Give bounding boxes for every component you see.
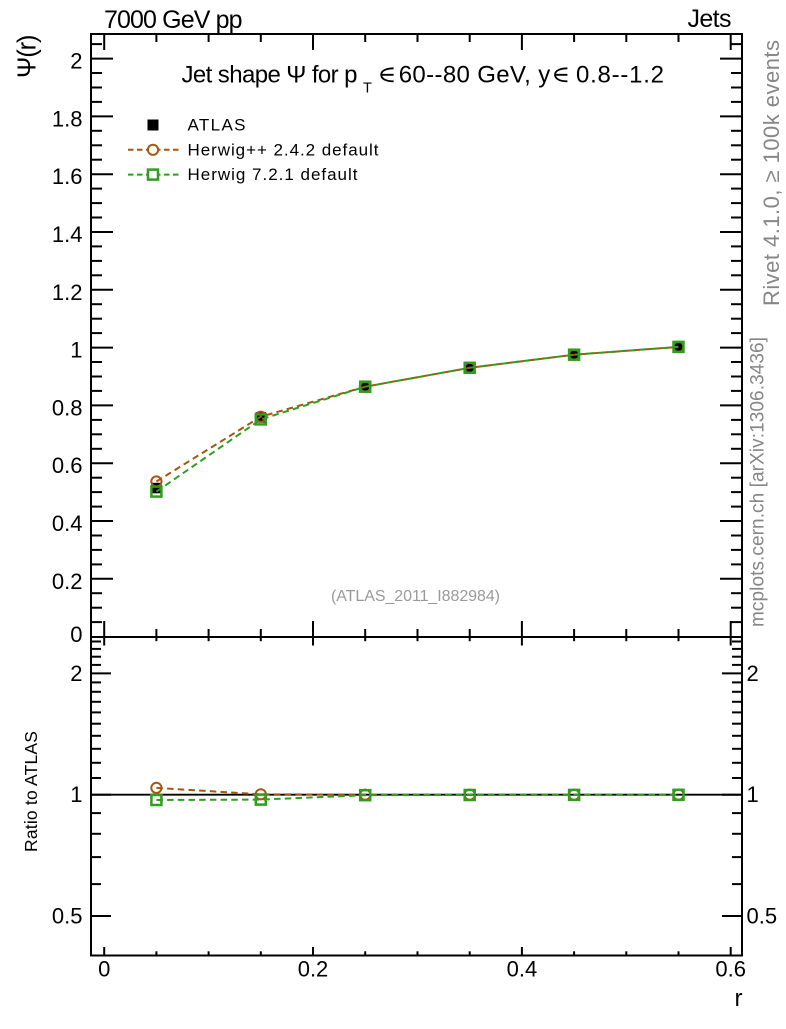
svg-text:0.4: 0.4 [52,511,83,536]
svg-text:2: 2 [70,661,82,686]
svg-text:1.4: 1.4 [52,222,83,247]
svg-text:0.6: 0.6 [52,453,83,478]
svg-text:Ψ(r): Ψ(r) [14,35,42,79]
svg-text:ATLAS: ATLAS [188,116,246,135]
svg-text:Rivet 4.1.0, ≥ 100k events: Rivet 4.1.0, ≥ 100k events [759,40,784,306]
svg-text:1.2: 1.2 [52,280,83,305]
svg-text:0.2: 0.2 [52,569,83,594]
svg-text:Herwig 7.2.1 default: Herwig 7.2.1 default [188,165,358,184]
svg-text:2: 2 [70,49,82,74]
svg-text:0.2: 0.2 [298,957,329,982]
svg-text:7000 GeV pp: 7000 GeV pp [104,6,243,34]
svg-text:0.5: 0.5 [747,904,778,929]
svg-text:0.8--1.2: 0.8--1.2 [576,62,664,89]
svg-text:mcplots.cern.ch [arXiv:1306.34: mcplots.cern.ch [arXiv:1306.3436] [748,337,769,627]
svg-text:Jets: Jets [688,5,732,33]
svg-text:0.6: 0.6 [715,957,746,982]
svg-text:0.4: 0.4 [507,957,538,982]
svg-text:0: 0 [98,957,110,982]
svg-text:60--80 GeV, y: 60--80 GeV, y [399,62,551,89]
svg-text:T: T [363,81,372,97]
svg-text:r: r [735,985,743,1012]
svg-text:0: 0 [70,622,82,647]
svg-text:1: 1 [70,782,82,807]
svg-text:1.6: 1.6 [52,164,83,189]
svg-text:0.8: 0.8 [52,395,83,420]
svg-text:(ATLAS_2011_I882984): (ATLAS_2011_I882984) [331,588,500,605]
svg-text:2: 2 [747,661,759,686]
svg-text:Jet shape Ψ for p: Jet shape Ψ for p [182,62,358,89]
svg-text:1.8: 1.8 [52,106,83,131]
svg-text:0.5: 0.5 [52,904,83,929]
svg-text:Herwig++ 2.4.2 default: Herwig++ 2.4.2 default [188,140,379,159]
svg-text:1: 1 [747,782,759,807]
svg-text:Ratio to ATLAS: Ratio to ATLAS [21,731,41,852]
svg-text:1: 1 [70,338,82,363]
